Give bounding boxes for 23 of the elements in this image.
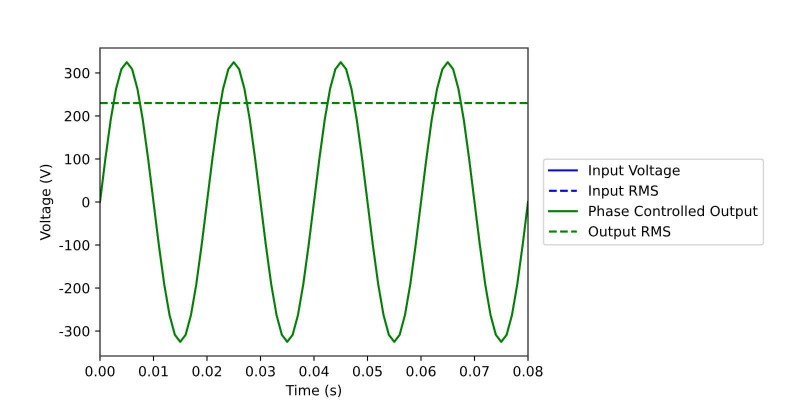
x-tick-label: 0.01 xyxy=(138,366,168,376)
x-tick-label: 0.08 xyxy=(513,366,543,376)
legend-label: Output RMS xyxy=(588,226,670,240)
legend-label: Input Voltage xyxy=(589,164,680,178)
y-tick-label: 0 xyxy=(82,196,90,208)
y-tick-label: 200 xyxy=(64,110,90,122)
x-tick-label: 0.06 xyxy=(406,366,436,376)
x-tick-label: 0.00 xyxy=(85,366,115,376)
legend-label: Input RMS xyxy=(589,185,658,199)
y-tick-label: -100 xyxy=(59,240,90,250)
x-tick-label: 0.05 xyxy=(352,366,382,376)
x-tick-label: 0.04 xyxy=(299,366,329,376)
x-tick-label: 0.07 xyxy=(460,366,489,376)
y-tick-label: 300 xyxy=(64,68,90,78)
y-tick-label: -200 xyxy=(59,283,90,294)
x-tick-label: 0.03 xyxy=(246,366,275,376)
x-tick-label: 0.02 xyxy=(192,366,222,376)
y-tick-label: -300 xyxy=(59,326,90,337)
legend-label: Phase Controlled Output xyxy=(589,205,758,219)
line-series xyxy=(100,61,528,343)
y-axis-title: Voltage (V) xyxy=(40,164,54,240)
y-tick-label: 100 xyxy=(65,154,90,164)
x-axis-title: Time (s) xyxy=(286,384,342,398)
